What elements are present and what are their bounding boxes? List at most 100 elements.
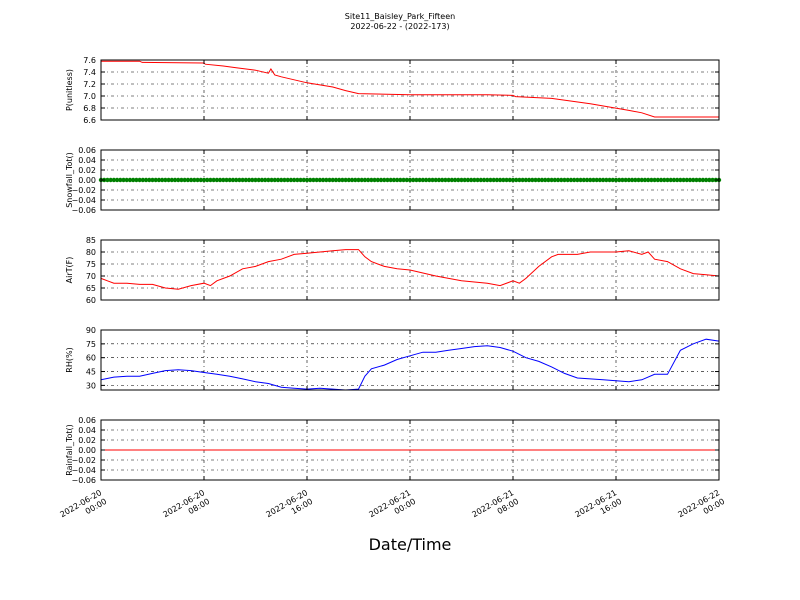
data-point xyxy=(552,177,558,183)
data-point xyxy=(340,177,345,183)
data-point xyxy=(233,177,239,183)
data-point xyxy=(356,177,361,183)
data-point xyxy=(227,177,232,183)
data-point xyxy=(575,177,580,183)
data-point xyxy=(497,177,503,183)
y-tick-label: 6.8 xyxy=(83,104,96,113)
data-point xyxy=(214,177,220,183)
y-tick-label: −0.06 xyxy=(71,206,96,215)
data-point xyxy=(291,177,297,183)
data-point xyxy=(514,177,519,183)
subplot-rainfall: −0.06−0.04−0.020.000.020.040.06 Rainfall_… xyxy=(65,416,720,485)
y-tick-label: −0.02 xyxy=(71,186,96,195)
data-point xyxy=(645,177,651,183)
y-axis-label: RH(%) xyxy=(65,347,74,372)
y-tick-label: 75 xyxy=(86,260,96,269)
data-point xyxy=(134,177,139,183)
y-tick-label: 0.04 xyxy=(78,426,96,435)
data-point xyxy=(217,177,223,183)
data-point xyxy=(172,177,178,183)
data-point xyxy=(288,177,294,183)
subplot-snowfall: −0.06−0.04−0.020.000.020.040.06 Snowfall_… xyxy=(65,146,722,215)
data-point xyxy=(459,177,464,183)
data-point xyxy=(568,177,574,183)
data-point xyxy=(501,177,506,183)
data-point xyxy=(436,177,442,183)
data-point xyxy=(520,177,525,183)
data-point xyxy=(108,177,113,183)
data-point xyxy=(330,177,335,183)
data-point xyxy=(372,177,377,183)
data-point xyxy=(166,177,171,183)
y-tick-label: 30 xyxy=(86,381,96,390)
data-point xyxy=(655,177,661,183)
data-point xyxy=(362,177,368,183)
data-point xyxy=(124,177,129,183)
y-axis-label: Rainfall_Tot() xyxy=(65,424,74,476)
data-point xyxy=(674,177,680,183)
y-tick-label: 80 xyxy=(86,248,96,257)
y-tick-label: −0.02 xyxy=(71,456,96,465)
data-point xyxy=(597,177,603,183)
data-point xyxy=(571,177,577,183)
y-tick-label: 75 xyxy=(86,340,96,349)
y-tick-label: 0.06 xyxy=(78,416,96,425)
data-point xyxy=(404,177,409,183)
data-point xyxy=(250,177,255,183)
data-point xyxy=(530,177,535,183)
data-point xyxy=(623,177,628,183)
data-point xyxy=(491,177,496,183)
data-point xyxy=(195,177,200,183)
data-point xyxy=(510,177,516,183)
data-point xyxy=(127,177,133,183)
data-point xyxy=(475,177,480,183)
data-point xyxy=(449,177,455,183)
data-point xyxy=(581,177,587,183)
data-point xyxy=(526,177,532,183)
series-line xyxy=(101,60,719,118)
series-line xyxy=(100,249,720,290)
y-tick-label: 7.0 xyxy=(83,92,96,101)
data-point xyxy=(485,177,490,183)
data-point xyxy=(282,177,287,183)
data-point xyxy=(333,177,339,183)
series-line xyxy=(100,338,720,391)
data-point xyxy=(494,177,500,183)
data-point xyxy=(237,177,242,183)
data-point xyxy=(336,177,342,183)
data-point xyxy=(298,177,303,183)
data-point xyxy=(456,177,461,183)
data-point xyxy=(620,177,625,183)
data-point xyxy=(407,177,413,183)
data-point xyxy=(600,177,606,183)
data-point xyxy=(192,177,197,183)
y-tick-label: 0.02 xyxy=(78,166,96,175)
data-point xyxy=(517,177,522,183)
data-point xyxy=(182,177,187,183)
data-point xyxy=(549,177,554,183)
data-point xyxy=(391,177,397,183)
figure-title: Site11_Baisley_Park_Fifteen xyxy=(345,12,455,21)
y-tick-label: 70 xyxy=(86,272,96,281)
data-point xyxy=(143,177,149,183)
data-point xyxy=(591,177,596,183)
data-point xyxy=(578,177,583,183)
data-point xyxy=(365,177,371,183)
data-point xyxy=(327,177,332,183)
data-point xyxy=(317,177,323,183)
data-point xyxy=(559,177,564,183)
subplot-airt: 60 65 70 75 80 85 AirT(F) xyxy=(65,236,720,305)
y-axis-label: AirT(F) xyxy=(65,257,74,284)
y-tick-label: 0.06 xyxy=(78,146,96,155)
data-point xyxy=(185,177,191,183)
data-point xyxy=(279,177,284,183)
data-point xyxy=(163,177,168,183)
data-point xyxy=(430,177,435,183)
data-point xyxy=(565,177,570,183)
y-tick-label: 85 xyxy=(86,236,96,245)
data-point xyxy=(694,177,699,183)
